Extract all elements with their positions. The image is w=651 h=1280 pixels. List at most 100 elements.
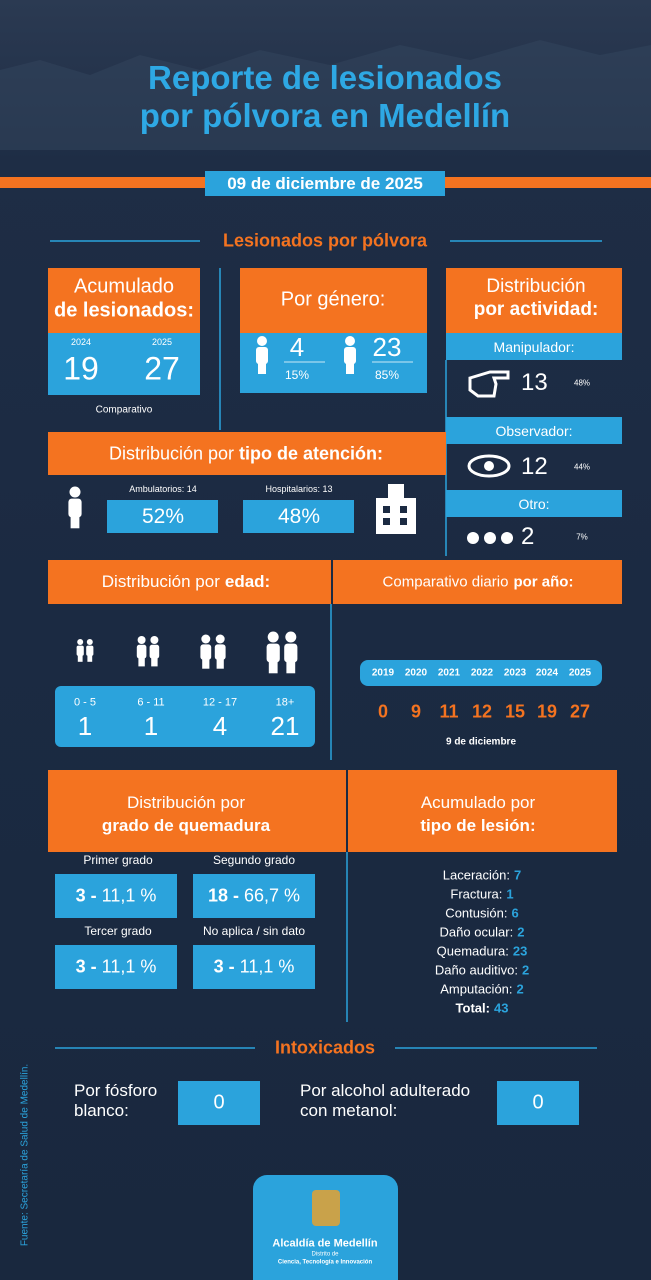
age-range: 18+ <box>275 696 295 709</box>
lesion-item-part: Amputación: <box>440 981 513 997</box>
activity-percent: 7% <box>576 532 588 542</box>
daily-value: 0 <box>377 701 389 722</box>
attention-label: Hospitalarios: 13 <box>265 483 333 494</box>
age-icon <box>76 645 84 656</box>
lesion-item-part: Quemadura: <box>436 943 509 959</box>
city-silhouette <box>0 40 651 150</box>
burn-value-part: 3 - <box>75 885 97 906</box>
burn-value-part: 11,1 % <box>101 885 157 906</box>
value-box <box>55 945 177 989</box>
burn-value: 3 -11,1 % <box>76 957 157 978</box>
burn-value: 3 -11,1 % <box>214 957 295 978</box>
age-icon <box>285 631 297 643</box>
value-box <box>497 1081 579 1125</box>
daily-year: 2021 <box>437 667 461 679</box>
activity-bar <box>446 490 622 517</box>
age-range: 12 - 17 <box>202 696 238 709</box>
value-box <box>107 500 218 533</box>
dot-icon <box>501 532 513 544</box>
value-box <box>243 500 354 533</box>
lesion-item-part: Contusión: <box>445 905 508 921</box>
age-icon <box>286 660 296 674</box>
age-icon <box>201 634 211 644</box>
burn-label: No aplica / sin dato <box>202 924 306 939</box>
activity-percent: 48% <box>573 378 591 388</box>
burn-value-part: 18 - <box>207 885 239 906</box>
value-box <box>48 333 200 395</box>
intox-label: Por alcohol adulterado <box>300 1081 471 1101</box>
burn-value: 18 -66,7 % <box>208 886 300 907</box>
burn-value: 3 -11,1 % <box>76 886 157 907</box>
hand-icon <box>468 370 510 398</box>
age-icon <box>214 644 226 660</box>
age-value: 4 <box>212 711 228 742</box>
activity-label: Manipulador: <box>493 338 575 355</box>
activity-percent: 44% <box>573 462 591 472</box>
box-title: Acumulado por <box>420 793 536 813</box>
title-line: por pólvora en Medellín <box>139 97 511 135</box>
daily-value: 27 <box>569 701 591 722</box>
header-box <box>48 560 331 604</box>
caption: Comparativo <box>95 404 153 416</box>
year-strip <box>360 660 602 686</box>
lesion-item-part: 6 <box>511 905 519 921</box>
daily-value: 9 <box>410 701 422 722</box>
age-icon <box>267 631 279 643</box>
gender-value: 4 <box>289 332 305 363</box>
header-box <box>446 268 622 333</box>
box-title-part: tipo de atención: <box>239 443 384 464</box>
header-box <box>48 268 200 333</box>
title-line: Reporte de lesionados <box>148 59 502 97</box>
lesion-item-part: Fractura: <box>450 886 503 902</box>
date-box <box>205 171 445 196</box>
daily-year: 2019 <box>371 667 395 679</box>
intox-label: con metanol: <box>300 1101 398 1121</box>
male-icon <box>346 362 354 374</box>
value-box <box>193 945 315 989</box>
lesion-item-part: Daño ocular: <box>439 924 514 940</box>
age-icon <box>137 636 146 644</box>
age-icon <box>202 657 210 669</box>
dot-icon <box>484 532 496 544</box>
header-box <box>48 770 617 852</box>
female-icon <box>257 336 267 346</box>
age-icon <box>268 660 278 674</box>
gender-percent: 15% <box>284 368 310 383</box>
eye-icon <box>467 454 511 478</box>
box-title: Por género: <box>280 288 386 311</box>
age-icon <box>149 644 160 659</box>
box-title: por actividad: <box>473 299 599 321</box>
daily-year: 2024 <box>535 667 559 679</box>
daily-value: 15 <box>504 701 526 722</box>
burn-value-part: 3 - <box>213 956 235 977</box>
box-title: Distribución por tipo de atención: <box>109 444 383 465</box>
activity-value: 2 <box>521 523 535 551</box>
age-range: 0 - 5 <box>73 696 97 709</box>
logo-name: Alcaldía de Medellín <box>272 1237 378 1250</box>
box-title: Distribución <box>486 276 586 298</box>
lesion-item: Daño auditivo: 2 <box>435 963 529 979</box>
box-title-part: Comparativo diario <box>382 573 509 591</box>
box-title: Comparativo diario por año: <box>383 573 574 590</box>
age-icon <box>151 656 158 667</box>
daily-year: 2022 <box>470 667 494 679</box>
intox-value: 0 <box>532 1091 544 1114</box>
lesion-item: Amputación: 2 <box>440 981 524 998</box>
age-icon <box>77 639 84 645</box>
burn-value-part: 11,1 % <box>239 956 295 977</box>
age-icon <box>215 634 225 644</box>
logo-line: Ciencia, Tecnología e Innovación <box>277 1259 373 1266</box>
age-icon <box>266 643 280 663</box>
daily-year: 2025 <box>568 667 592 679</box>
box-title-part: edad: <box>224 572 271 592</box>
lesion-item-part: 23 <box>512 943 528 959</box>
value-box <box>178 1081 260 1125</box>
age-value: 21 <box>270 711 300 742</box>
box-title: tipo de lesión: <box>420 816 536 836</box>
box-title: Acumulado <box>73 275 175 298</box>
box-title: Distribución por edad: <box>102 572 270 592</box>
box-title: de lesionados: <box>53 299 195 322</box>
value-box <box>240 333 427 393</box>
section-heading: Intoxicados <box>274 1037 376 1058</box>
